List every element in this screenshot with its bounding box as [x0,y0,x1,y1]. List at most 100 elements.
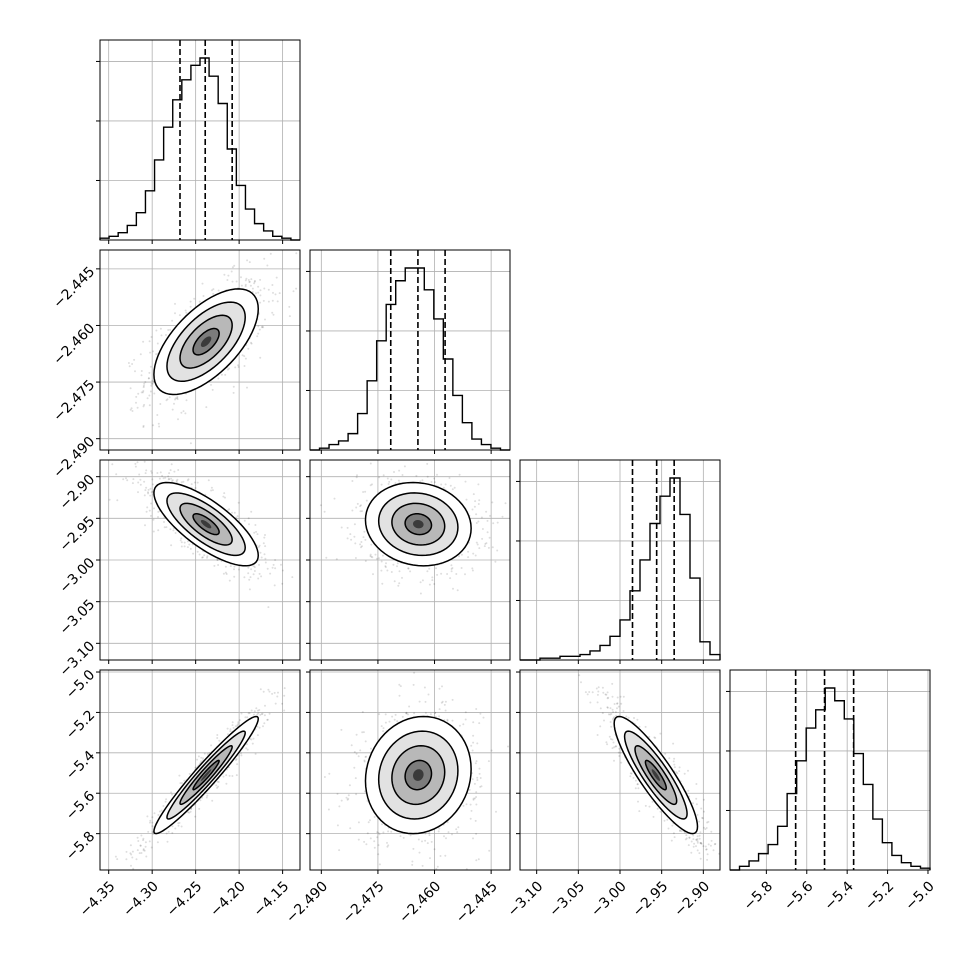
scatter-point [340,799,343,802]
scatter-point [184,412,187,415]
scatter-point [709,844,712,847]
hist-panel-1 [96,39,301,244]
scatter-point [362,491,365,493]
scatter-point [211,388,214,391]
scatter-point [693,842,696,845]
scatter-point [387,483,390,485]
scatter-point [370,555,373,558]
scatter-point [170,544,173,547]
scatter-point [460,567,463,569]
scatter-point [237,366,240,368]
scatter-point [373,816,376,818]
scatter-point [253,279,256,282]
scatter-point [237,364,240,367]
scatter-point [504,502,507,505]
scatter-point [470,744,473,747]
scatter-point [222,572,225,575]
scatter-point [248,281,251,283]
scatter-point [248,280,251,283]
scatter-point [149,514,152,517]
scatter-point [673,763,676,766]
scatter-point [249,576,252,579]
scatter-point [190,808,193,810]
panel-content-3-1 [108,460,294,609]
scatter-point [378,713,381,716]
scatter-point [151,478,154,481]
scatter-point [695,803,698,806]
scatter-point [438,708,441,711]
scatter-point [246,748,249,751]
scatter-point [428,834,431,837]
scatter-point [271,299,274,302]
scatter-point [462,804,465,807]
scatter-point [211,489,214,492]
scatter-point [159,471,162,474]
scatter-point [222,775,225,778]
scatter-point [246,259,249,262]
scatter-point [475,796,478,798]
scatter-point [634,787,637,790]
scatter-point [430,481,433,483]
scatter-point [232,391,235,394]
scatter-point [174,532,177,534]
scatter-point [188,772,191,775]
scatter-point [122,478,125,481]
scatter-point [366,832,369,835]
scatter-point [198,553,201,556]
scatter-point [149,365,152,368]
scatter-point [128,365,131,368]
scatter-point [165,526,168,529]
scatter-point [385,562,387,565]
scatter-point [202,295,205,297]
scatter-point [387,830,390,833]
scatter-point [160,809,163,812]
scatter-point [167,329,170,331]
scatter-point [174,312,176,315]
scatter-point [253,282,256,285]
scatter-point [488,536,491,539]
scatter-point [228,774,231,777]
scatter-point [250,709,253,712]
scatter-point [257,291,260,294]
scatter-point [256,713,259,716]
scatter-point [458,555,460,558]
scatter-point [245,277,248,280]
scatter-point [393,471,395,473]
scatter-point [189,810,192,813]
scatter-point [323,776,326,778]
scatter-point [371,483,373,486]
scatter-point [402,836,405,839]
scatter-point [165,798,168,801]
scatter-point [247,566,250,569]
scatter-point [705,827,708,829]
scatter-point [382,474,385,477]
scatter-point [253,570,256,572]
scatter-point [479,785,482,788]
scatter-point [137,491,139,494]
scatter-point [475,522,478,524]
scatter-point [704,845,707,848]
scatter-point [133,358,136,361]
scatter-point [629,772,632,775]
scatter-point [428,583,431,586]
scatter-point [373,846,376,849]
scatter-point [127,362,130,364]
scatter-point [171,793,173,796]
scatter-point [319,504,322,507]
scatter-point [125,850,128,853]
scatter-point [398,683,401,686]
scatter-point [473,505,476,508]
scatter-point [210,383,212,386]
scatter-point [217,785,220,788]
scatter-point [268,712,271,715]
scatter-point [458,473,461,476]
scatter-point [228,508,231,511]
scatter-point [231,724,234,727]
scatter-point [323,510,326,513]
scatter-point [336,792,339,795]
scatter-point [359,510,362,513]
scatter-point [217,377,220,380]
scatter-point [170,463,173,466]
scatter-point [490,749,493,752]
density-fill-3-2-5 [413,520,424,529]
